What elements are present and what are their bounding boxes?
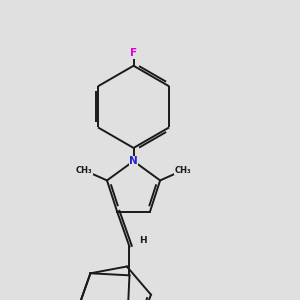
Text: F: F	[130, 48, 137, 59]
Text: H: H	[139, 236, 146, 245]
Text: CH₃: CH₃	[174, 166, 191, 175]
Text: N: N	[129, 156, 138, 166]
Text: CH₃: CH₃	[76, 166, 93, 175]
